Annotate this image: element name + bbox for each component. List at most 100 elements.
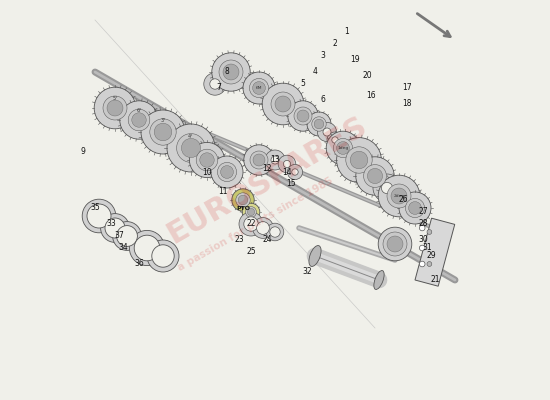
Circle shape [152, 245, 174, 267]
Text: 4°: 4° [188, 134, 194, 139]
Circle shape [147, 240, 179, 272]
Text: 4: 4 [312, 68, 317, 76]
Circle shape [297, 110, 309, 122]
Circle shape [246, 206, 256, 218]
Circle shape [103, 96, 127, 120]
Text: 2deg: 2deg [393, 194, 405, 198]
Text: a passion for parts since 1985: a passion for parts since 1985 [175, 175, 334, 273]
Circle shape [248, 208, 255, 216]
Circle shape [101, 214, 129, 242]
Circle shape [383, 232, 407, 256]
Circle shape [326, 131, 360, 165]
Circle shape [420, 245, 425, 251]
Circle shape [132, 113, 146, 127]
Circle shape [387, 236, 403, 252]
Circle shape [244, 217, 258, 231]
Text: 33: 33 [106, 220, 116, 228]
Text: 26: 26 [398, 196, 408, 204]
Text: 31: 31 [422, 244, 432, 252]
Text: 5°: 5° [112, 96, 118, 100]
Circle shape [387, 184, 411, 208]
Circle shape [219, 60, 243, 84]
Circle shape [249, 78, 268, 98]
Text: 9: 9 [80, 148, 85, 156]
Circle shape [105, 218, 125, 238]
Circle shape [323, 128, 331, 136]
Circle shape [134, 235, 160, 261]
Circle shape [262, 83, 304, 125]
Circle shape [288, 164, 303, 180]
Text: 34: 34 [118, 244, 128, 252]
Circle shape [409, 202, 421, 214]
Circle shape [314, 119, 324, 129]
Circle shape [211, 156, 243, 188]
Circle shape [356, 157, 394, 195]
Text: 16: 16 [366, 92, 376, 100]
Circle shape [337, 138, 381, 182]
Circle shape [204, 73, 226, 95]
Circle shape [196, 149, 218, 171]
Circle shape [250, 151, 268, 169]
Circle shape [238, 195, 248, 205]
Text: 36: 36 [134, 260, 144, 268]
Circle shape [405, 198, 425, 218]
Text: 23: 23 [234, 236, 244, 244]
Circle shape [217, 162, 236, 182]
Circle shape [141, 110, 185, 154]
Circle shape [177, 134, 205, 162]
Circle shape [129, 230, 164, 266]
Circle shape [265, 150, 285, 170]
Circle shape [113, 222, 141, 250]
Text: 25: 25 [246, 248, 256, 256]
Circle shape [236, 193, 250, 207]
Ellipse shape [309, 246, 321, 266]
Circle shape [292, 169, 298, 175]
Circle shape [420, 225, 425, 231]
Text: 14: 14 [282, 168, 292, 176]
Circle shape [317, 122, 337, 142]
Circle shape [378, 175, 420, 217]
Circle shape [266, 223, 284, 241]
Text: 1deg: 1deg [337, 146, 349, 150]
Text: 8: 8 [224, 68, 229, 76]
Circle shape [283, 160, 290, 168]
Circle shape [212, 53, 250, 91]
Circle shape [257, 222, 270, 234]
Circle shape [154, 123, 172, 141]
Circle shape [189, 142, 224, 178]
Text: 28: 28 [418, 220, 428, 228]
Text: 18: 18 [402, 100, 412, 108]
Circle shape [346, 147, 372, 173]
Circle shape [253, 154, 265, 166]
Circle shape [221, 166, 233, 178]
Circle shape [427, 262, 432, 266]
Text: 2: 2 [333, 40, 337, 48]
Circle shape [364, 164, 387, 187]
Circle shape [270, 227, 280, 237]
Circle shape [333, 138, 353, 158]
Circle shape [150, 119, 176, 145]
Circle shape [337, 142, 349, 154]
Text: 32: 32 [302, 268, 312, 276]
Circle shape [373, 174, 401, 202]
Text: 10: 10 [202, 168, 212, 176]
Circle shape [120, 101, 158, 139]
Text: PTO: PTO [236, 206, 250, 210]
Ellipse shape [374, 270, 384, 290]
Circle shape [271, 156, 279, 164]
Text: 6M: 6M [256, 86, 262, 90]
Circle shape [420, 261, 425, 267]
Circle shape [252, 218, 273, 238]
Circle shape [94, 87, 136, 129]
Circle shape [367, 168, 383, 184]
Circle shape [82, 199, 116, 233]
Circle shape [312, 117, 326, 131]
Text: 6: 6 [321, 96, 326, 104]
Text: 24: 24 [262, 236, 272, 244]
Text: 30: 30 [418, 236, 428, 244]
Text: 13: 13 [270, 156, 280, 164]
Circle shape [243, 72, 275, 104]
Circle shape [239, 212, 263, 236]
Circle shape [288, 101, 318, 131]
Circle shape [210, 79, 220, 89]
